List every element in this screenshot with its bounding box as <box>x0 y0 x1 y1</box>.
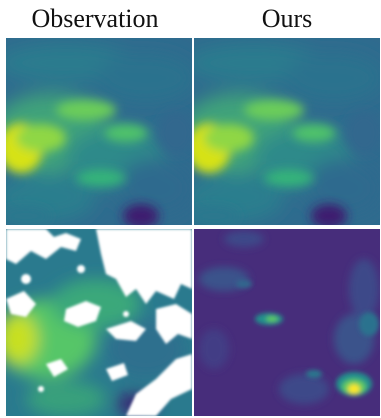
observation-field-image <box>6 38 192 225</box>
observation-column-title: Observation <box>31 4 159 33</box>
reconstruction-field-image <box>194 38 380 225</box>
masked-observation-image <box>6 229 192 416</box>
ours-column-title: Ours <box>261 4 313 33</box>
error-map-image <box>194 229 380 416</box>
